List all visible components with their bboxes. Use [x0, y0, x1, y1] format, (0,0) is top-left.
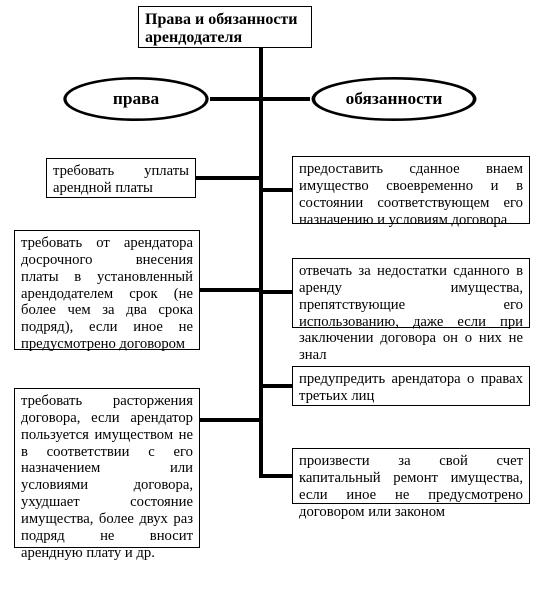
connector-segment	[196, 176, 263, 180]
title-text: Права и обязанности арендодателя	[145, 11, 298, 46]
left-box-text: требовать от арендатора досрочного внесе…	[21, 235, 193, 352]
right-box-r3: предупредить арендатора о правах третьих…	[292, 366, 530, 406]
connector-segment	[259, 384, 292, 388]
connector-segment	[259, 290, 292, 294]
connector-segment	[259, 474, 292, 478]
left-box-l1: требовать уплаты арендной платы	[46, 158, 196, 198]
connector-segment	[210, 97, 263, 101]
ellipse-left-label: права	[113, 89, 159, 109]
left-box-text: требовать расторжения договора, если аре…	[21, 393, 193, 561]
right-box-text: отвечать за недостатки сданного в аренду…	[299, 263, 523, 363]
connector-segment	[259, 48, 263, 478]
ellipse-left: права	[62, 76, 210, 122]
connector-segment	[259, 97, 310, 101]
right-box-r2: отвечать за недостатки сданного в аренду…	[292, 258, 530, 328]
connector-segment	[200, 288, 263, 292]
right-box-text: предупредить арендатора о правах третьих…	[299, 371, 523, 404]
ellipse-right: обязанности	[310, 76, 478, 122]
right-box-text: произвести за свой счет капитальный ремо…	[299, 453, 523, 520]
ellipse-right-label: обязанности	[346, 89, 443, 109]
left-box-l3: требовать расторжения договора, если аре…	[14, 388, 200, 548]
right-box-r4: произвести за свой счет капитальный ремо…	[292, 448, 530, 504]
title-box: Права и обязанности арендодателя	[138, 6, 312, 48]
connector-segment	[259, 188, 292, 192]
diagram-root: { "type": "flowchart", "canvas": { "widt…	[0, 0, 546, 596]
left-box-l2: требовать от арендатора досрочного внесе…	[14, 230, 200, 350]
right-box-r1: предоставить сданное внаем имущество сво…	[292, 156, 530, 224]
connector-segment	[200, 418, 263, 422]
right-box-text: предоставить сданное внаем имущество сво…	[299, 161, 523, 228]
left-box-text: требовать уплаты арендной платы	[53, 163, 189, 196]
